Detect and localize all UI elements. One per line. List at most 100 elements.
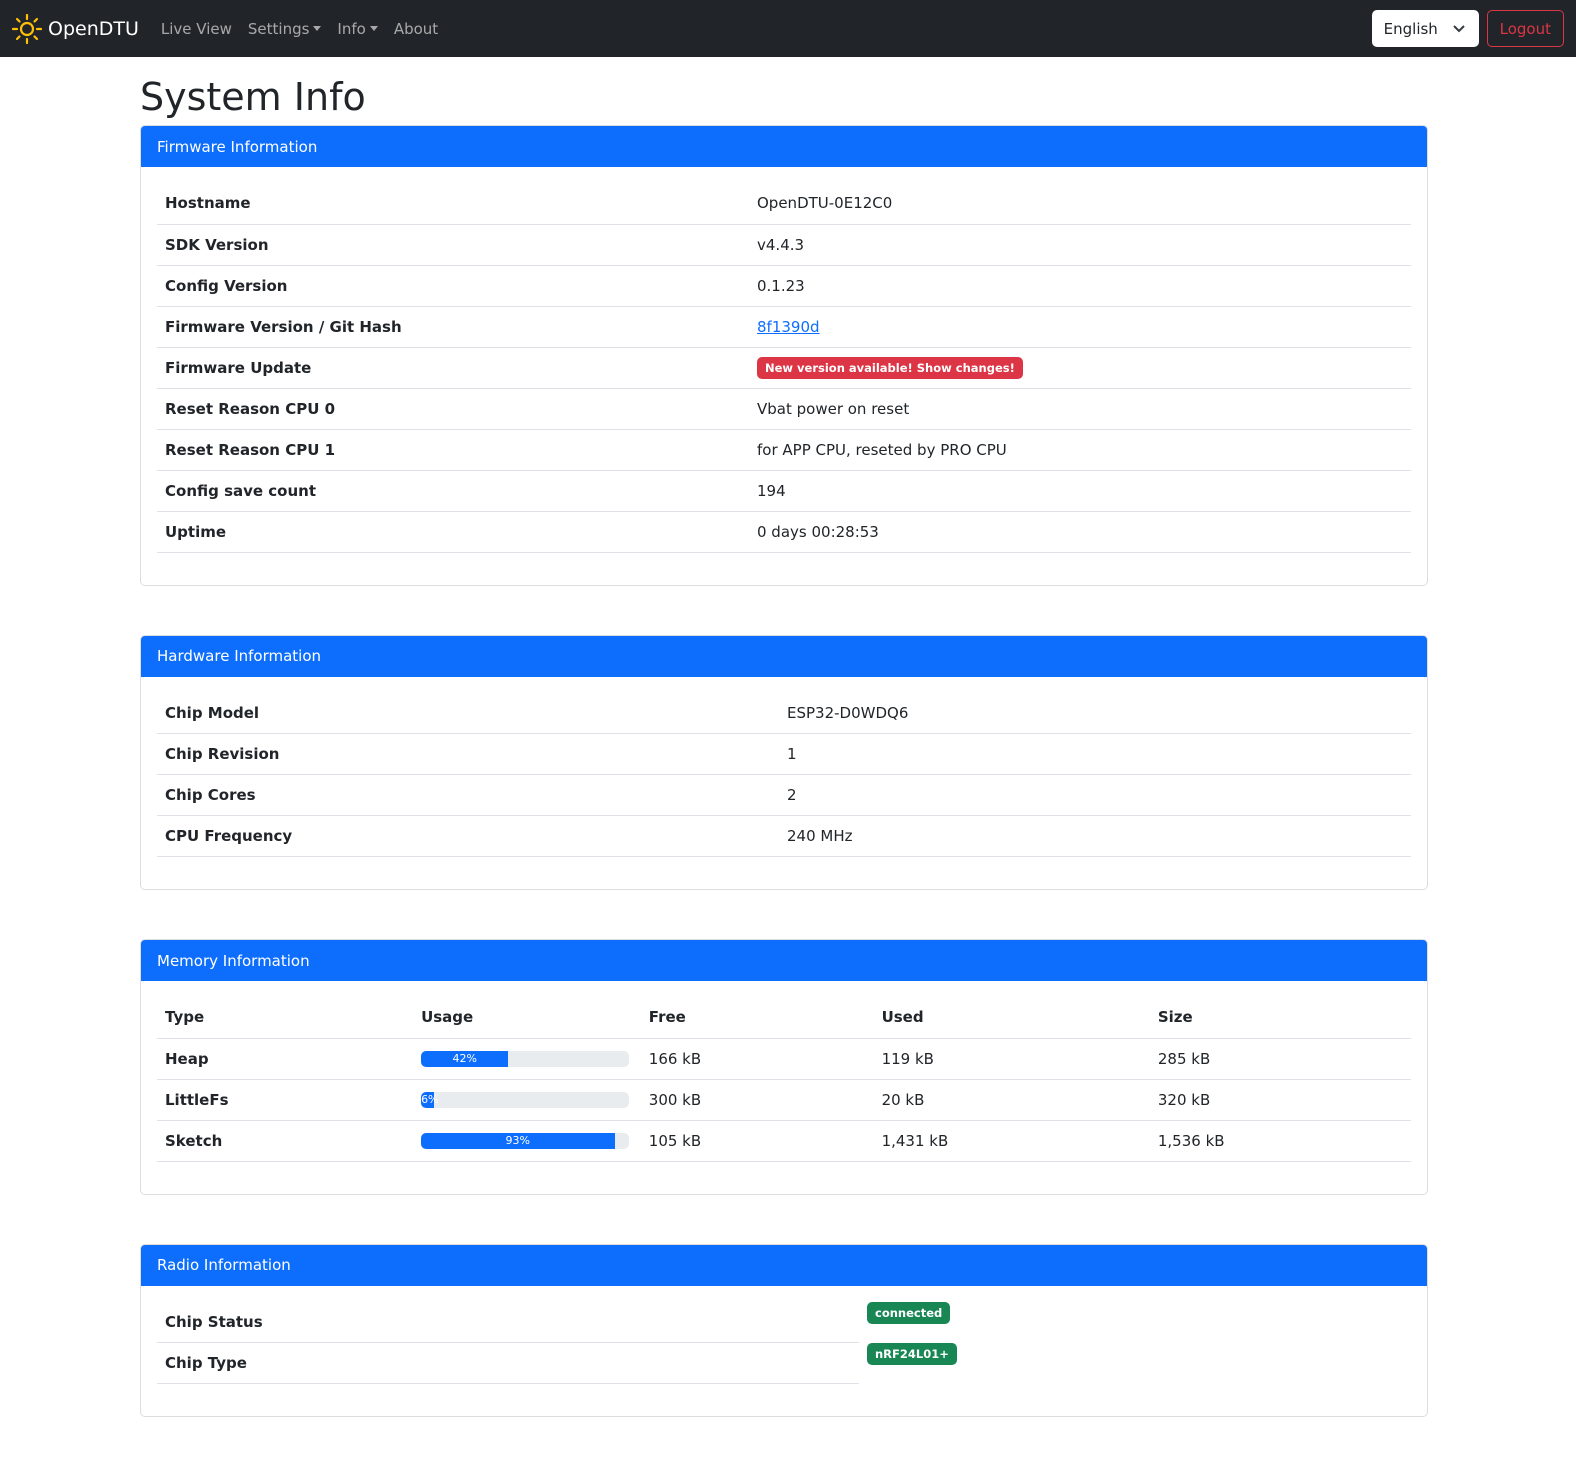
usage-bar: 93% [421,1132,615,1149]
row-value-cell: nRF24L01+ [859,1342,1411,1384]
usage-bar: 42% [421,1050,509,1067]
caret-down-icon [313,26,322,31]
free-value: 300 kB [640,1079,874,1121]
free-value: 166 kB [640,1038,874,1080]
table-row: CPU Frequency 240 MHz [157,815,1411,857]
row-label: Reset Reason CPU 0 [157,388,749,430]
radio-card: Radio Information Chip Status connected Ch… [140,1243,1428,1417]
row-value-cell: 0.1.23 [749,265,1411,307]
row-label: Firmware Update [157,347,749,389]
row-value: 194 [757,481,786,500]
row-label: Reset Reason CPU 1 [157,429,749,471]
table-row: Heap 42% 166 kB 119 kB 285 kB [157,1038,1411,1080]
navbar: OpenDTU Live View Settings Info About En… [0,0,1576,57]
row-value: 240 MHz [787,827,853,845]
memory-type: LittleFs [157,1079,414,1121]
row-label: Chip Type [157,1342,859,1384]
table-header: Type Usage Free Used Size [157,997,1411,1039]
card-header: Radio Information [141,1244,1427,1286]
row-value: ESP32-D0WDQ6 [787,703,909,722]
table-row: Chip Cores 2 [157,774,1411,816]
row-label: Config Version [157,265,749,307]
hardware-card: Hardware Information Chip Model ESP32-D0W… [140,634,1428,890]
nav-about[interactable]: About [393,19,439,38]
language-select[interactable]: English [1371,10,1479,47]
table-row: Chip Type nRF24L01+ [157,1342,1411,1384]
language-value: English [1383,19,1438,38]
row-value-cell: connected [859,1301,1411,1343]
memory-type: Sketch [157,1120,414,1162]
row-value-cell: 240 MHz [779,815,1411,857]
memory-card: Memory Information Type Usage Free Used Size… [140,939,1428,1195]
caret-down-icon [369,26,378,31]
free-value: 105 kB [640,1120,874,1162]
table-row: Reset Reason CPU 1 for APP CPU, reseted b… [157,429,1411,471]
table-row: Chip Status connected [157,1301,1411,1343]
card-header: Firmware Information [141,126,1427,167]
logout-button[interactable]: Logout [1486,10,1564,47]
usage-progress: 93% [421,1132,630,1149]
row-value-cell: 0 days 00:28:53 [749,511,1411,553]
table-row: SDK Version v4.4.3 [157,224,1411,266]
row-value-cell: Vbat power on reset [749,388,1411,430]
table-row: Sketch 93% 105 kB 1,431 kB 1,536 kB [157,1120,1411,1162]
table-row: Hostname OpenDTU-0E12C0 [157,183,1411,225]
row-value: 1 [787,745,797,763]
row-value-cell: ESP32-D0WDQ6 [779,692,1411,734]
firmware-table: Hostname OpenDTU-0E12C0 SDK Version v4.4.3 C… [157,183,1411,553]
usage-bar: 6% [421,1091,439,1108]
update-badge[interactable]: New version available! Show changes! [757,356,1023,379]
row-value-cell: 2 [779,774,1411,816]
row-label: Chip Model [157,692,779,734]
table-row: Firmware Version / Git Hash 8f1390d [157,306,1411,348]
table-row: Uptime 0 days 00:28:53 [157,511,1411,553]
usage-cell: 6% [413,1079,641,1121]
memory-type: Heap [157,1038,414,1080]
row-label: SDK Version [157,224,749,266]
nav-info[interactable]: Info [329,20,385,38]
row-value-cell: 8f1390d [749,306,1411,348]
usage-progress: 6% [421,1091,630,1108]
radio-table: Chip Status connected Chip Type nRF24L01+ [157,1301,1411,1384]
row-label: Config save count [157,470,749,512]
chevron-down-icon [1452,24,1465,32]
brand-name: OpenDTU [48,17,139,40]
row-value-cell: 194 [749,470,1411,512]
brand[interactable]: OpenDTU [12,13,139,44]
status-badge: nRF24L01+ [867,1342,957,1365]
status-badge: connected [867,1301,951,1324]
firmware-card: Firmware Information Hostname OpenDTU-0E1… [140,125,1428,586]
row-value: v4.4.3 [757,235,805,254]
row-label: Uptime [157,511,749,553]
size-value: 320 kB [1149,1079,1411,1121]
column-header: Usage [413,997,641,1039]
table-row: Config save count 194 [157,470,1411,512]
row-value-cell: v4.4.3 [749,224,1411,266]
size-value: 285 kB [1149,1038,1411,1080]
row-value: 0.1.23 [757,276,805,295]
row-label: Hostname [157,183,749,225]
git-hash-link[interactable]: 8f1390d [757,317,820,336]
nav-live-view[interactable]: Live View [160,19,232,38]
column-header: Used [873,997,1150,1039]
row-value-cell: New version available! Show changes! [749,347,1411,389]
nav-settings[interactable]: Settings [240,20,330,38]
column-header: Size [1149,997,1411,1039]
row-value: 2 [787,786,797,804]
used-value: 1,431 kB [873,1120,1150,1162]
row-value-cell: for APP CPU, reseted by PRO CPU [749,429,1411,471]
nav-settings-label: Settings [247,19,310,38]
sun-icon [12,13,42,44]
table-row: Reset Reason CPU 0 Vbat power on reset [157,388,1411,430]
table-row: LittleFs 6% 300 kB 20 kB 320 kB [157,1079,1411,1121]
row-value: Vbat power on reset [757,399,910,418]
usage-progress: 42% [421,1050,630,1067]
card-header: Hardware Information [141,635,1427,677]
usage-cell: 42% [413,1038,641,1080]
row-value: OpenDTU-0E12C0 [757,194,893,213]
used-value: 119 kB [873,1038,1150,1080]
size-value: 1,536 kB [1149,1120,1411,1162]
used-value: 20 kB [873,1079,1150,1121]
row-value-cell: 1 [779,733,1411,775]
row-value: 0 days 00:28:53 [757,522,879,541]
